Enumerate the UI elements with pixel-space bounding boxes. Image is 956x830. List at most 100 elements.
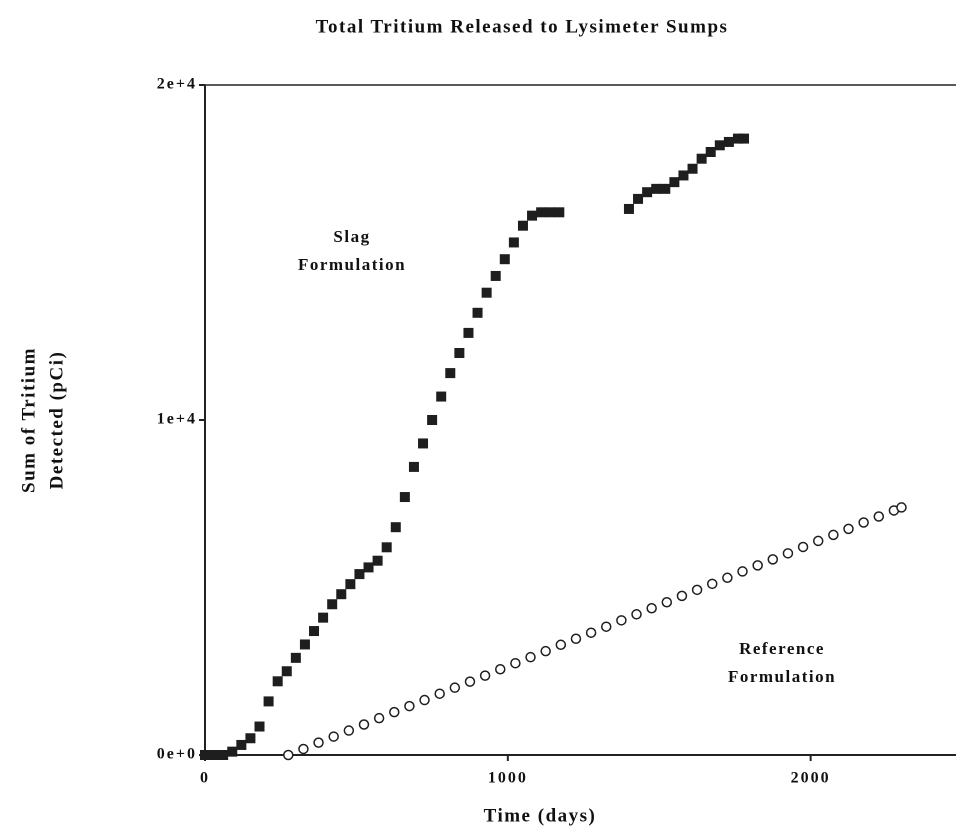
point — [714, 140, 725, 151]
y-tick-label: 0e+0 — [157, 746, 197, 763]
point — [373, 712, 385, 724]
point — [669, 177, 680, 188]
point — [354, 569, 365, 580]
point — [318, 612, 329, 623]
point — [545, 207, 556, 218]
point — [642, 187, 653, 198]
point — [464, 676, 476, 687]
point — [873, 511, 885, 522]
point — [434, 688, 445, 699]
point — [752, 560, 763, 571]
point — [739, 133, 750, 144]
point — [272, 676, 283, 687]
point — [209, 750, 220, 760]
point — [281, 666, 292, 677]
point — [336, 589, 347, 600]
point — [510, 657, 521, 669]
point — [358, 719, 370, 730]
point — [404, 700, 415, 712]
point — [600, 621, 612, 632]
point — [782, 548, 794, 559]
y-tick-label: 1e+4 — [157, 411, 197, 428]
point — [570, 633, 582, 645]
point — [495, 663, 506, 675]
point — [479, 670, 491, 681]
point — [418, 438, 429, 449]
point — [449, 682, 461, 693]
x-axis-label: Time (days) — [484, 805, 597, 826]
point — [536, 207, 547, 218]
point — [309, 626, 320, 637]
point — [427, 415, 438, 425]
point — [525, 651, 536, 663]
annotation: Formulation — [298, 255, 406, 274]
point — [227, 746, 238, 757]
chart-title: Total Tritium Released to Lysimeter Sump… — [316, 16, 729, 37]
point — [345, 579, 356, 590]
point — [343, 725, 355, 736]
y-axis-label: Sum of Tritium — [18, 347, 39, 493]
point — [767, 554, 779, 565]
x-tick-label: 1000 — [488, 770, 528, 787]
point — [527, 210, 538, 221]
point — [299, 639, 310, 650]
point — [254, 721, 265, 732]
point — [218, 750, 229, 760]
point — [381, 542, 392, 553]
point — [472, 307, 483, 318]
point — [616, 615, 627, 626]
point — [660, 183, 671, 194]
point — [236, 739, 247, 750]
point — [445, 368, 456, 379]
annotation: Formulation — [728, 667, 836, 686]
point — [554, 207, 565, 218]
point — [481, 287, 492, 298]
point — [705, 147, 716, 157]
point — [298, 743, 309, 755]
point — [633, 193, 644, 204]
point — [723, 136, 734, 147]
point — [678, 170, 689, 181]
point — [706, 578, 718, 590]
point — [651, 183, 662, 194]
point — [408, 461, 419, 472]
point — [585, 627, 597, 638]
point — [363, 562, 374, 573]
point — [454, 348, 465, 358]
y-tick-label: 2e+4 — [157, 76, 197, 93]
point — [389, 706, 400, 718]
point — [436, 391, 447, 402]
point — [290, 652, 301, 663]
point — [555, 639, 567, 651]
point — [896, 502, 907, 513]
point — [661, 596, 673, 608]
point — [843, 523, 854, 535]
point — [737, 566, 748, 577]
point — [812, 535, 824, 547]
point — [390, 522, 401, 533]
point — [517, 220, 528, 231]
point — [631, 609, 642, 620]
point — [245, 733, 256, 744]
point — [499, 254, 510, 265]
point — [722, 572, 733, 584]
point — [399, 492, 410, 503]
point — [328, 731, 339, 742]
point — [490, 270, 501, 281]
point — [691, 584, 703, 596]
point — [327, 599, 338, 610]
x-tick-label: 0 — [200, 770, 210, 787]
annotation: Reference — [739, 639, 825, 658]
point — [676, 590, 688, 602]
point — [200, 750, 210, 760]
x-tick-label: 2000 — [791, 770, 831, 787]
point — [372, 555, 383, 566]
point — [687, 163, 698, 174]
point — [540, 645, 551, 657]
y-axis-label: Detected (pCi) — [46, 351, 67, 490]
point — [463, 327, 474, 338]
point — [419, 694, 430, 706]
point — [732, 133, 743, 144]
point — [646, 603, 657, 614]
point — [696, 153, 707, 164]
